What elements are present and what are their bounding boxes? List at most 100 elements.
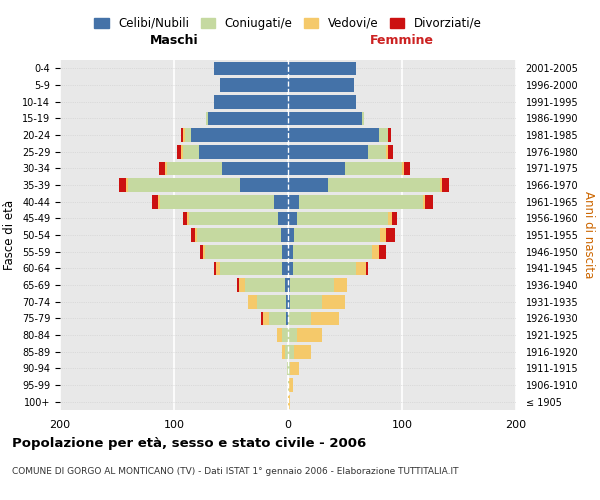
Bar [183, 212, 187, 225]
Bar [284, 278, 288, 292]
Bar [404, 162, 410, 175]
Bar [380, 228, 386, 242]
Bar [202, 245, 205, 258]
Bar [191, 128, 288, 142]
Bar [281, 228, 288, 242]
Bar [288, 212, 297, 225]
Bar [160, 195, 274, 208]
Bar [288, 378, 289, 392]
Bar [362, 112, 364, 125]
Bar [128, 178, 240, 192]
Bar [379, 245, 386, 258]
Bar [299, 195, 422, 208]
Bar [183, 145, 199, 158]
Bar [194, 228, 197, 242]
Bar [167, 162, 222, 175]
Text: COMUNE DI GORGO AL MONTICANO (TV) - Dati ISTAT 1° gennaio 2006 - Elaborazione TU: COMUNE DI GORGO AL MONTICANO (TV) - Dati… [12, 468, 458, 476]
Bar [248, 295, 257, 308]
Bar [311, 312, 340, 325]
Bar [199, 145, 288, 158]
Bar [220, 78, 288, 92]
Bar [288, 95, 356, 108]
Bar [288, 128, 379, 142]
Bar [158, 195, 160, 208]
Bar [286, 295, 288, 308]
Bar [388, 145, 393, 158]
Bar [222, 162, 288, 175]
Bar [278, 212, 288, 225]
Bar [277, 328, 283, 342]
Bar [288, 178, 328, 192]
Bar [187, 212, 189, 225]
Bar [356, 262, 365, 275]
Bar [208, 112, 288, 125]
Bar [288, 162, 345, 175]
Bar [373, 245, 379, 258]
Bar [197, 228, 281, 242]
Bar [257, 295, 286, 308]
Bar [288, 362, 290, 375]
Bar [402, 162, 404, 175]
Bar [119, 178, 126, 192]
Bar [288, 245, 293, 258]
Bar [206, 112, 208, 125]
Bar [288, 295, 290, 308]
Bar [274, 195, 288, 208]
Bar [288, 195, 299, 208]
Bar [205, 245, 283, 258]
Bar [294, 345, 311, 358]
Bar [288, 345, 294, 358]
Bar [183, 128, 185, 142]
Bar [152, 195, 158, 208]
Y-axis label: Anni di nascita: Anni di nascita [582, 192, 595, 278]
Bar [126, 178, 128, 192]
Bar [297, 212, 388, 225]
Bar [191, 228, 194, 242]
Bar [293, 262, 356, 275]
Bar [288, 228, 294, 242]
Bar [386, 228, 395, 242]
Bar [263, 312, 269, 325]
Bar [269, 312, 286, 325]
Bar [239, 278, 245, 292]
Text: Femmine: Femmine [370, 34, 434, 46]
Bar [322, 295, 345, 308]
Bar [283, 262, 288, 275]
Bar [200, 245, 203, 258]
Bar [345, 162, 402, 175]
Bar [288, 145, 368, 158]
Bar [368, 145, 386, 158]
Bar [392, 212, 397, 225]
Bar [290, 362, 299, 375]
Bar [379, 128, 388, 142]
Bar [178, 145, 181, 158]
Bar [214, 95, 288, 108]
Bar [260, 312, 263, 325]
Bar [283, 328, 288, 342]
Bar [388, 128, 391, 142]
Bar [240, 178, 288, 192]
Bar [245, 278, 284, 292]
Bar [288, 112, 362, 125]
Bar [284, 345, 288, 358]
Bar [288, 328, 297, 342]
Bar [288, 62, 356, 75]
Bar [159, 162, 165, 175]
Bar [181, 128, 183, 142]
Bar [440, 178, 442, 192]
Text: Popolazione per età, sesso e stato civile - 2006: Popolazione per età, sesso e stato civil… [12, 438, 366, 450]
Legend: Celibi/Nubili, Coniugati/e, Vedovi/e, Divorziati/e: Celibi/Nubili, Coniugati/e, Vedovi/e, Di… [91, 14, 485, 34]
Bar [220, 262, 283, 275]
Bar [189, 212, 278, 225]
Bar [294, 228, 380, 242]
Bar [288, 78, 354, 92]
Bar [286, 312, 288, 325]
Bar [288, 262, 293, 275]
Bar [386, 145, 388, 158]
Bar [185, 128, 191, 142]
Bar [289, 378, 293, 392]
Bar [388, 212, 392, 225]
Bar [288, 395, 290, 408]
Bar [290, 295, 322, 308]
Bar [214, 62, 288, 75]
